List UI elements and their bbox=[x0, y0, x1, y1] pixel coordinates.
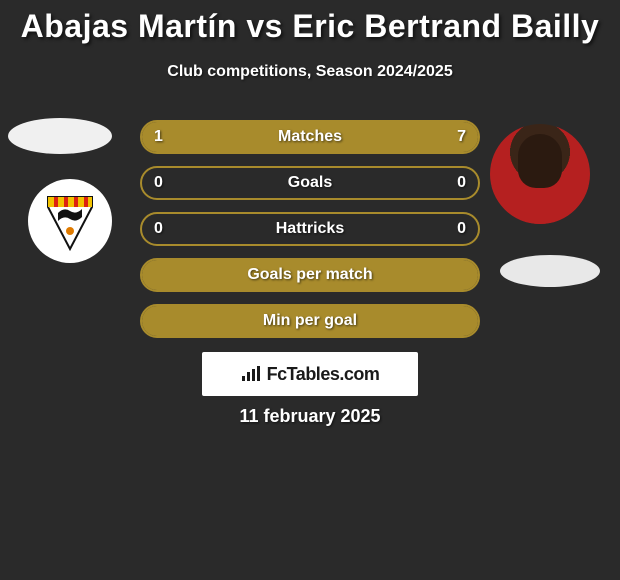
page-title: Abajas Martín vs Eric Bertrand Bailly bbox=[0, 0, 620, 45]
brand-badge: FcTables.com bbox=[202, 352, 418, 396]
stat-value-right: 0 bbox=[457, 168, 466, 198]
stats-container: 1 Matches 7 0 Goals 0 0 Hattricks 0 Goal… bbox=[140, 120, 480, 350]
player-left-placeholder bbox=[8, 118, 112, 154]
stat-value-right: 7 bbox=[457, 122, 466, 152]
brand-text: FcTables.com bbox=[267, 364, 380, 385]
club-badge-left bbox=[28, 179, 112, 263]
valencia-crest-icon bbox=[40, 191, 100, 251]
stat-row-goals-per-match: Goals per match bbox=[140, 258, 480, 292]
stat-label: Hattricks bbox=[142, 214, 478, 244]
stat-row-matches: 1 Matches 7 bbox=[140, 120, 480, 154]
subtitle: Club competitions, Season 2024/2025 bbox=[0, 63, 620, 81]
bar-chart-icon bbox=[241, 366, 261, 382]
player-right-avatar bbox=[490, 124, 590, 224]
stat-row-min-per-goal: Min per goal bbox=[140, 304, 480, 338]
stat-label: Goals per match bbox=[142, 260, 478, 290]
club-badge-right-placeholder bbox=[500, 255, 600, 287]
stat-label: Goals bbox=[142, 168, 478, 198]
stat-value-right: 0 bbox=[457, 214, 466, 244]
stat-label: Min per goal bbox=[142, 306, 478, 336]
date-label: 11 february 2025 bbox=[0, 406, 620, 427]
stat-label: Matches bbox=[142, 122, 478, 152]
stat-row-goals: 0 Goals 0 bbox=[140, 166, 480, 200]
stat-row-hattricks: 0 Hattricks 0 bbox=[140, 212, 480, 246]
